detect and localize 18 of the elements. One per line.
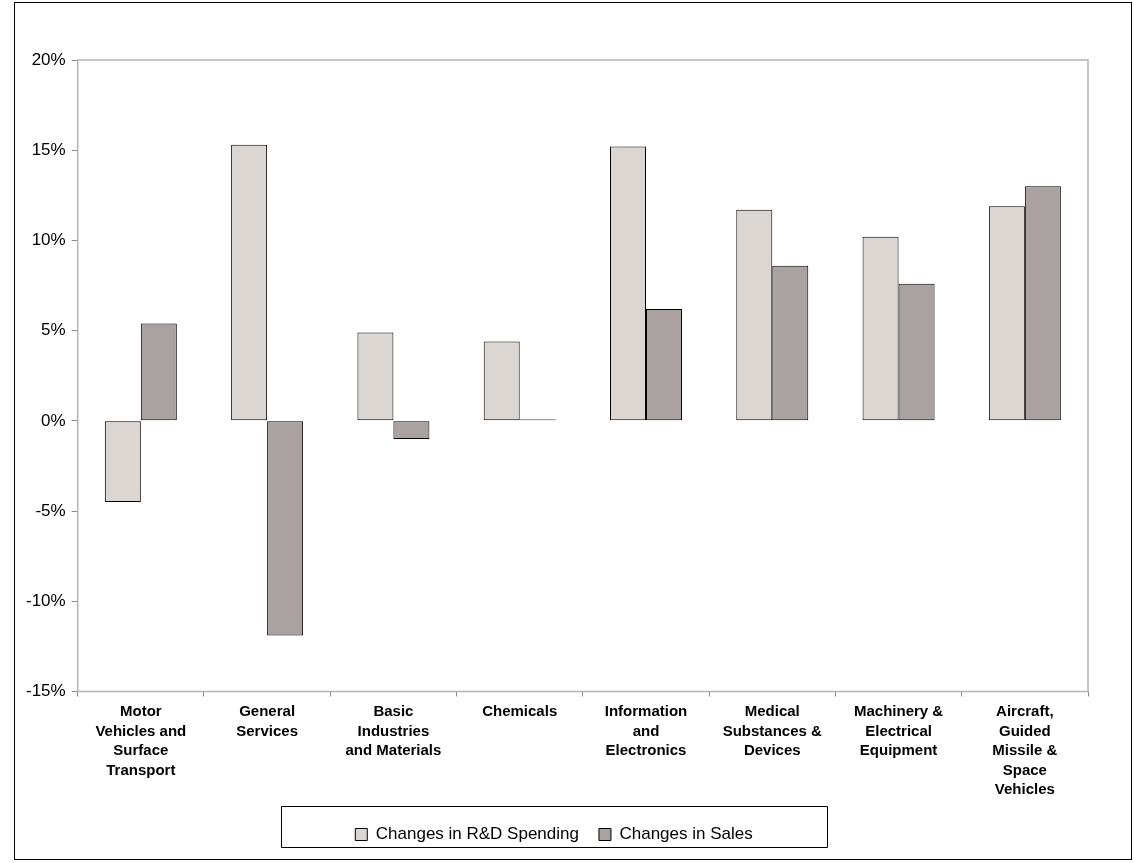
y-tick-label: 5% (41, 320, 66, 340)
y-tick-label: 15% (31, 139, 66, 159)
x-tick-label: Chemicals (482, 702, 558, 720)
y-tick-label: -15% (26, 681, 66, 701)
y-tick-label: 10% (31, 230, 66, 250)
y-tick-label: 20% (31, 49, 66, 69)
x-tick-label: Aircraft, Guided Missile & Space Vehicles (992, 702, 1058, 798)
y-tick-label: -5% (35, 500, 66, 520)
x-tick-label: Medical Substances & Devices (722, 702, 823, 759)
x-tick-label: Motor Vehicles and Surface Transport (95, 702, 187, 778)
legend-label: Changes in R&D Spending (375, 824, 579, 844)
x-tick-label: Machinery & Electrical Equipment (853, 702, 944, 759)
x-tick-label: Basic Industries and Materials (345, 702, 442, 759)
y-tick-label: -10% (26, 590, 66, 610)
x-tick-label: Information and Electronics (604, 702, 688, 759)
y-tick-label: 0% (41, 410, 66, 430)
legend-label: Changes in Sales (619, 824, 753, 844)
x-tick-label: General Services (236, 702, 298, 739)
